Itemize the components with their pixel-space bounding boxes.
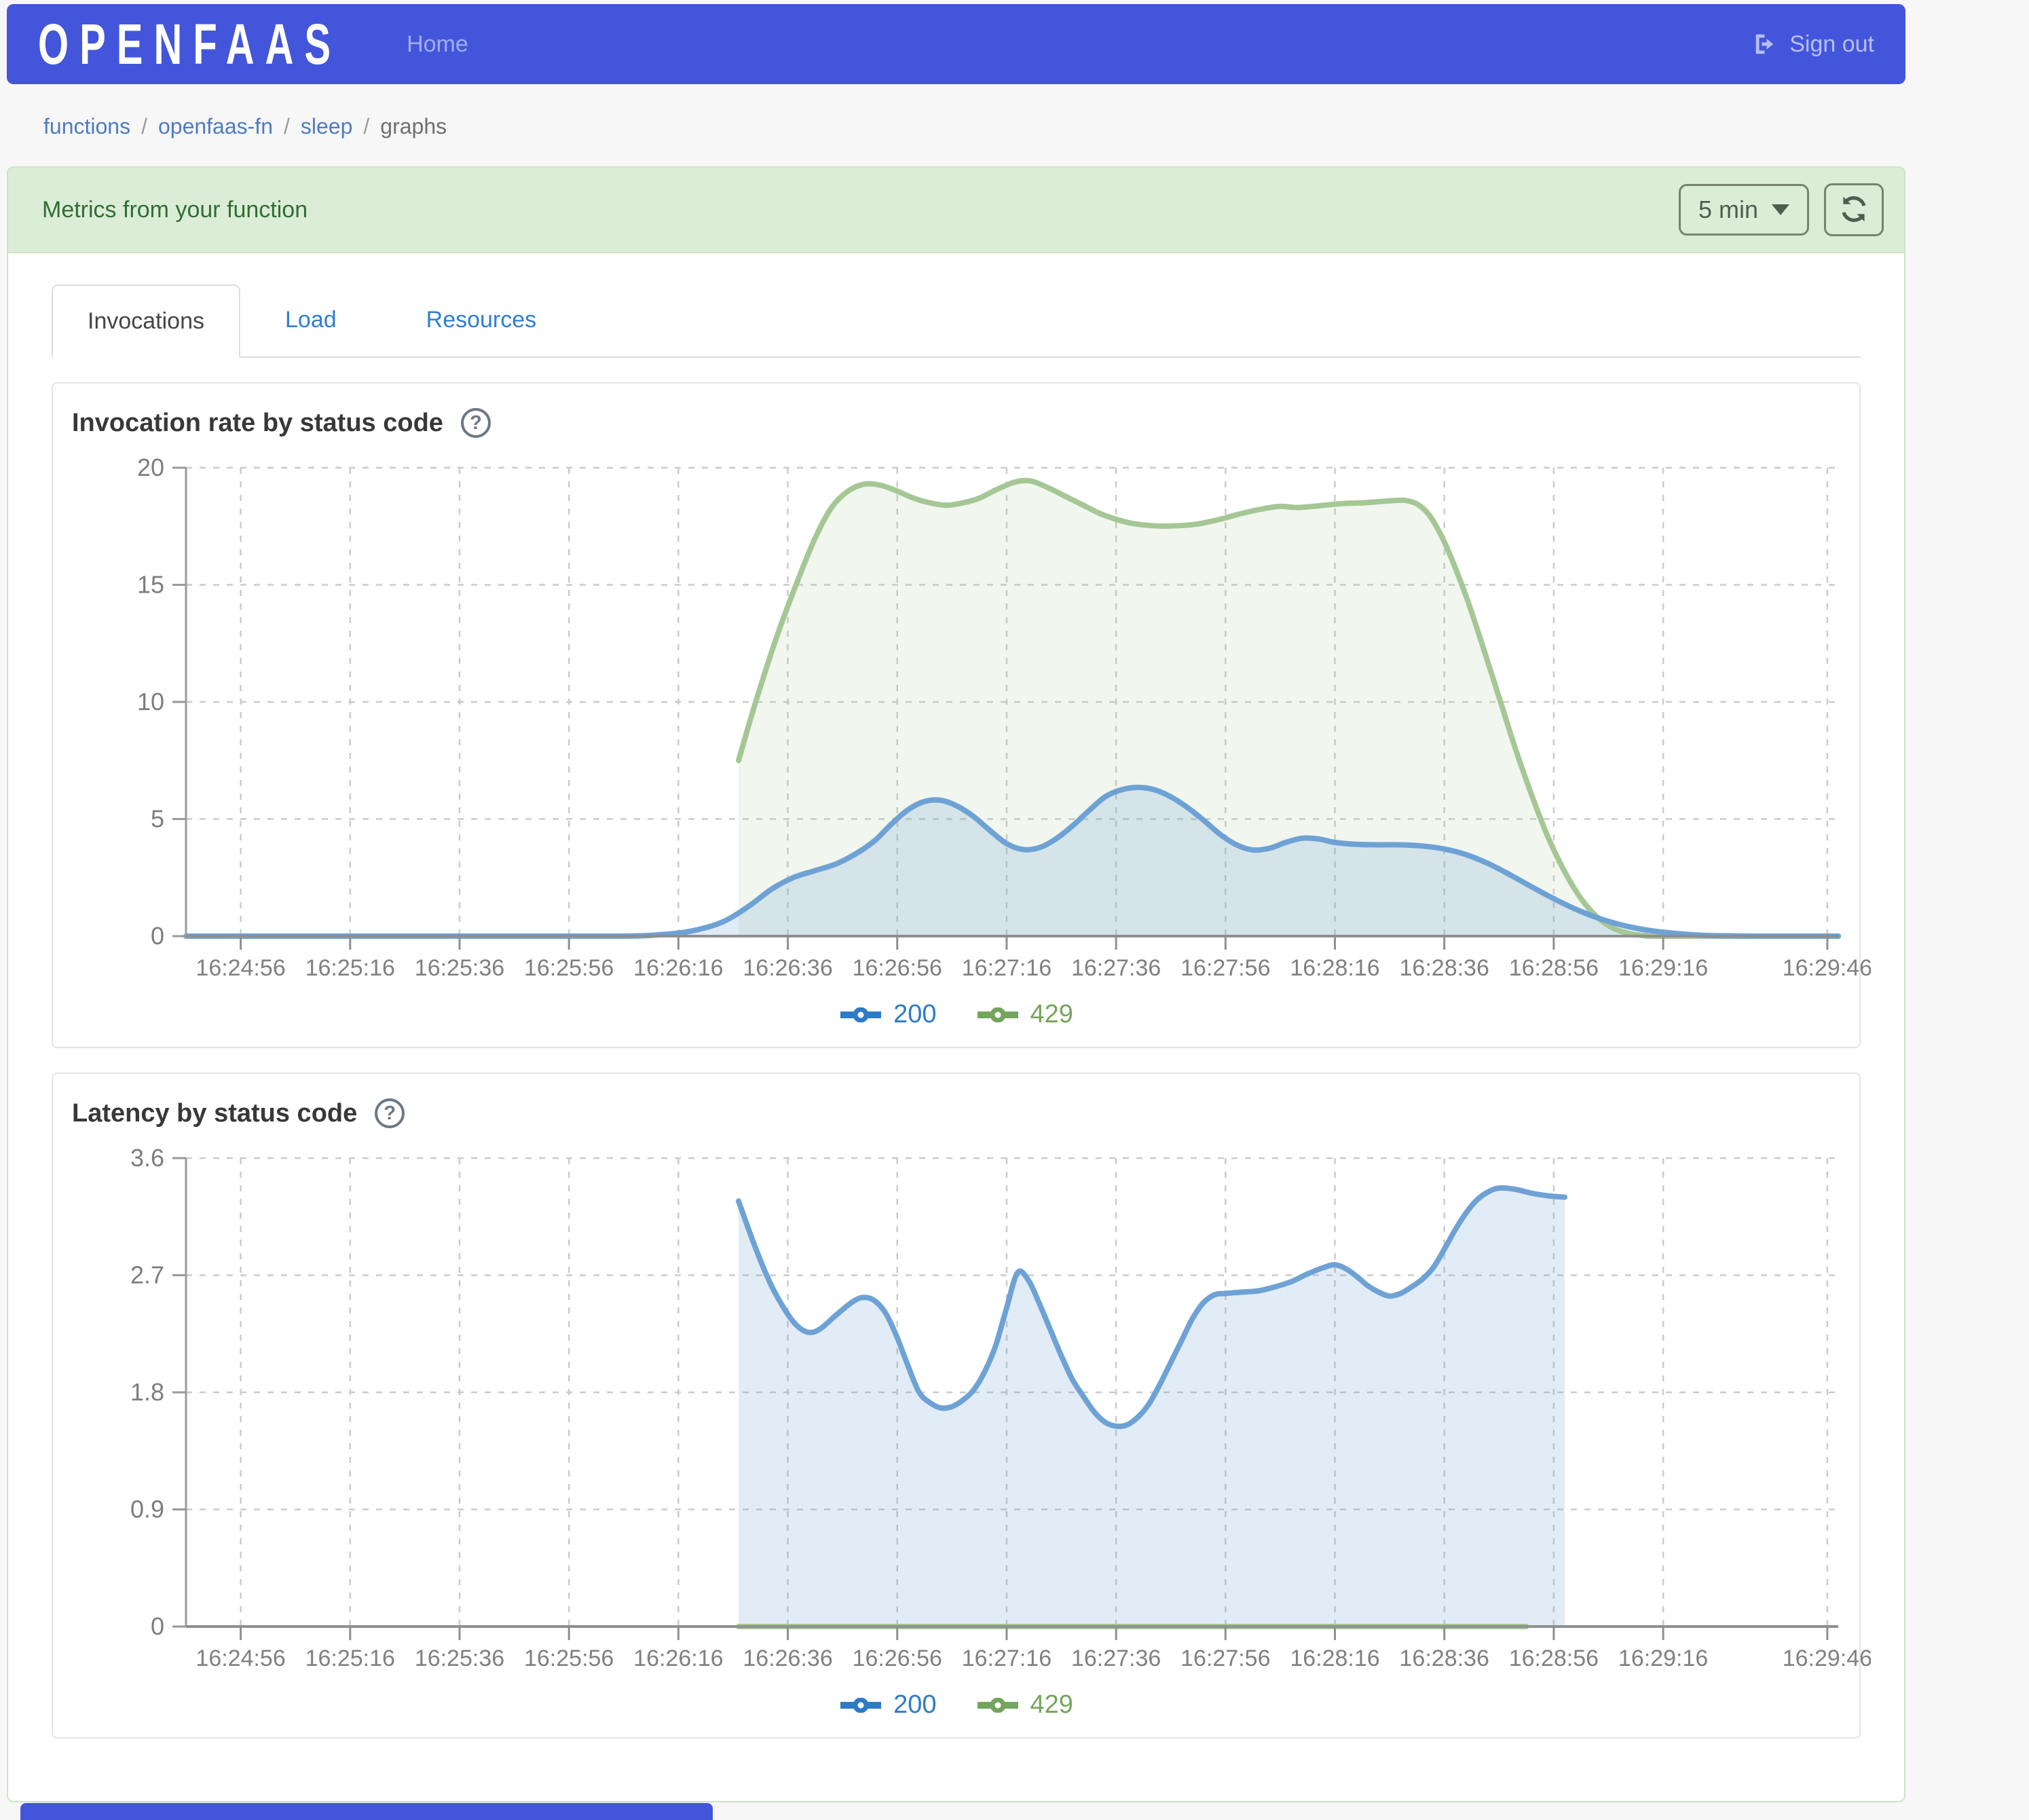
metrics-panel: Metrics from your function 5 min Invocat… bbox=[7, 166, 1905, 1802]
sign-out-icon bbox=[1753, 31, 1779, 57]
metrics-panel-title: Metrics from your function bbox=[42, 196, 308, 223]
invocation-rate-card: Invocation rate by status code ? 0 5 10 15 2… bbox=[52, 382, 1871, 1048]
tab-load[interactable]: Load bbox=[285, 306, 337, 333]
svg-text:16:24:56: 16:24:56 bbox=[196, 1646, 285, 1671]
refresh-button[interactable] bbox=[1824, 183, 1884, 236]
breadcrumb-functions[interactable]: functions bbox=[43, 114, 131, 138]
svg-text:16:28:16: 16:28:16 bbox=[1290, 1646, 1379, 1671]
svg-text:16:27:36: 16:27:36 bbox=[1071, 955, 1161, 981]
invocation-rate-title: Invocation rate by status code bbox=[72, 408, 443, 437]
svg-text:16:25:16: 16:25:16 bbox=[305, 1646, 395, 1671]
svg-text:16:26:16: 16:26:16 bbox=[633, 1646, 723, 1671]
svg-text:16:25:36: 16:25:36 bbox=[415, 955, 504, 981]
top-navbar: OPENFAAS Home Sign out bbox=[7, 4, 1905, 84]
sign-out-button[interactable]: Sign out bbox=[1753, 31, 1874, 58]
legend-item-200: 200 bbox=[839, 1690, 937, 1720]
svg-text:16:26:16: 16:26:16 bbox=[633, 955, 723, 981]
legend-item-200: 200 bbox=[839, 1000, 937, 1029]
svg-text:16:24:56: 16:24:56 bbox=[196, 955, 285, 981]
footer-bar bbox=[20, 1803, 713, 1820]
breadcrumb-current: graphs bbox=[380, 114, 447, 138]
legend-marker-429 bbox=[977, 1697, 1018, 1713]
breadcrumb: functions / openfaas-fn / sleep / graphs bbox=[43, 114, 447, 139]
svg-text:16:29:16: 16:29:16 bbox=[1618, 1646, 1708, 1671]
svg-text:16:26:56: 16:26:56 bbox=[853, 1646, 942, 1671]
svg-text:5: 5 bbox=[151, 805, 164, 833]
svg-text:0.9: 0.9 bbox=[130, 1496, 164, 1523]
svg-text:2.7: 2.7 bbox=[130, 1261, 164, 1289]
svg-text:16:25:36: 16:25:36 bbox=[415, 1646, 504, 1671]
svg-text:20: 20 bbox=[137, 453, 164, 481]
svg-text:16:25:56: 16:25:56 bbox=[524, 955, 614, 981]
refresh-icon bbox=[1838, 193, 1870, 227]
help-icon[interactable]: ? bbox=[375, 1098, 405, 1128]
time-range-dropdown[interactable]: 5 min bbox=[1678, 184, 1809, 236]
svg-text:16:28:36: 16:28:36 bbox=[1400, 955, 1489, 981]
latency-legend: 200 429 bbox=[53, 1690, 1859, 1720]
svg-text:16:27:16: 16:27:16 bbox=[962, 1646, 1051, 1671]
svg-text:1.8: 1.8 bbox=[130, 1378, 164, 1406]
breadcrumb-separator: / bbox=[283, 114, 290, 138]
time-range-value: 5 min bbox=[1698, 196, 1758, 223]
breadcrumb-function[interactable]: sleep bbox=[300, 114, 353, 138]
svg-text:16:27:56: 16:27:56 bbox=[1180, 955, 1270, 981]
chevron-down-icon bbox=[1772, 204, 1789, 215]
latency-chart: 0 0.9 1.8 2.7 3.6 16:24:56 16:25:16 16:25:36 16:… bbox=[53, 1134, 1871, 1681]
svg-text:16:28:56: 16:28:56 bbox=[1509, 1646, 1599, 1671]
latency-header: Latency by status code ? bbox=[53, 1098, 1859, 1128]
legend-marker-200 bbox=[840, 1697, 882, 1713]
breadcrumb-separator: / bbox=[363, 114, 370, 138]
svg-text:16:29:16: 16:29:16 bbox=[1618, 955, 1708, 981]
invocation-rate-chart: 0 5 10 15 20 16:24:56 16:25:16 16:25:36 16:25:56… bbox=[53, 443, 1871, 990]
legend-item-429: 429 bbox=[976, 1000, 1073, 1029]
legend-item-429: 429 bbox=[976, 1690, 1073, 1720]
breadcrumb-namespace[interactable]: openfaas-fn bbox=[157, 114, 273, 138]
legend-marker-429 bbox=[977, 1007, 1018, 1022]
tab-bar: Invocations Load Resources bbox=[52, 284, 1861, 358]
svg-text:0: 0 bbox=[151, 1612, 164, 1640]
svg-text:16:29:46: 16:29:46 bbox=[1783, 1646, 1871, 1671]
svg-text:16:28:36: 16:28:36 bbox=[1400, 1646, 1489, 1671]
svg-text:16:28:56: 16:28:56 bbox=[1509, 955, 1599, 981]
svg-text:16:27:16: 16:27:16 bbox=[962, 955, 1051, 981]
svg-text:3.6: 3.6 bbox=[130, 1144, 164, 1172]
legend-marker-200 bbox=[840, 1007, 882, 1022]
invocation-rate-header: Invocation rate by status code ? bbox=[53, 408, 1859, 438]
sign-out-label: Sign out bbox=[1789, 31, 1874, 57]
svg-text:10: 10 bbox=[137, 688, 164, 716]
svg-text:16:26:56: 16:26:56 bbox=[853, 955, 942, 981]
svg-text:16:28:16: 16:28:16 bbox=[1290, 955, 1379, 981]
metrics-panel-header: Metrics from your function 5 min bbox=[8, 168, 1904, 253]
openfaas-logo: OPENFAAS bbox=[38, 12, 342, 77]
latency-card: Latency by status code ? 0 0.9 1.8 2.7 3.6 16… bbox=[52, 1073, 1871, 1739]
tab-resources[interactable]: Resources bbox=[426, 306, 537, 333]
help-icon[interactable]: ? bbox=[460, 408, 491, 438]
svg-text:16:27:36: 16:27:36 bbox=[1071, 1646, 1161, 1671]
svg-text:16:29:46: 16:29:46 bbox=[1783, 955, 1871, 981]
svg-text:16:26:36: 16:26:36 bbox=[743, 955, 832, 981]
latency-title: Latency by status code bbox=[72, 1098, 358, 1128]
svg-text:0: 0 bbox=[151, 922, 164, 950]
svg-text:16:26:36: 16:26:36 bbox=[743, 1646, 832, 1671]
invocation-rate-legend: 200 429 bbox=[53, 1000, 1859, 1029]
svg-text:16:27:56: 16:27:56 bbox=[1180, 1646, 1270, 1671]
svg-text:16:25:56: 16:25:56 bbox=[524, 1646, 614, 1671]
svg-text:16:25:16: 16:25:16 bbox=[305, 955, 395, 981]
tab-invocations[interactable]: Invocations bbox=[52, 284, 240, 358]
svg-text:15: 15 bbox=[137, 571, 164, 599]
breadcrumb-separator: / bbox=[141, 114, 147, 138]
nav-home-link[interactable]: Home bbox=[407, 31, 468, 57]
